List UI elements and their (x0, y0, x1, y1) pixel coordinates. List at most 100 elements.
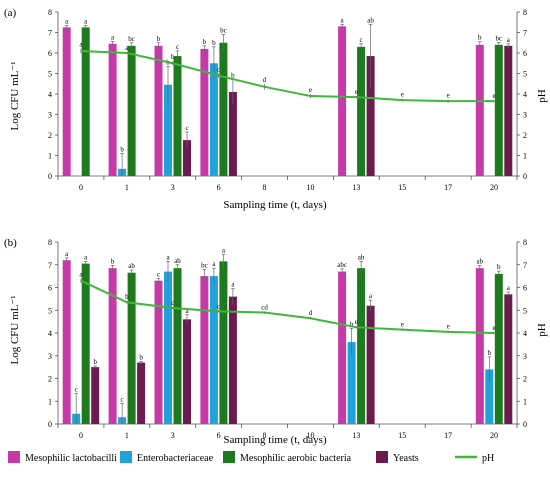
panel-a-y2-tick-label: 1 (523, 152, 527, 161)
panel-b-bar-letter: a (84, 253, 88, 261)
panel-b-xlabel: Sampling time (t, days) (223, 434, 327, 446)
panel-b-bar (347, 342, 356, 424)
panel-b-bar (475, 268, 484, 424)
panel-a-x-tick-label: 1 (125, 183, 129, 192)
panel-a-y-tick-label: 1 (48, 152, 52, 161)
panel-a-bar-letter: a (84, 17, 88, 25)
legend-swatch (120, 451, 132, 463)
panel-b-bar (81, 263, 90, 424)
panel-b-ph-letter: cd (261, 303, 268, 311)
panel-a-bar-letter: b (157, 35, 161, 43)
panel-b-ph-letter: a (79, 270, 83, 278)
panel-a-ph-letter: e (401, 91, 404, 99)
panel-a-bar-letter: c (185, 124, 188, 132)
panel-a-ph-letter: e (355, 88, 358, 96)
panel-b-y2-tick-label: 0 (523, 420, 527, 429)
panel-b-bar-letter: a (166, 253, 170, 261)
panel-b-y2-tick-label: 3 (523, 352, 527, 361)
panel-a-bar-letter: a (507, 36, 511, 44)
panel-b-bar-letter: ab (128, 262, 135, 270)
panel-a-x-tick-label: 0 (79, 183, 83, 192)
panel-a-bar (200, 48, 209, 176)
panel-b-bar-letter: b (497, 263, 501, 271)
panel-b-bar (108, 268, 117, 424)
panel-b-bar-letter: bc (201, 261, 208, 269)
panel-b-y-tick-label: 5 (48, 306, 52, 315)
panel-a-bar (127, 45, 136, 177)
panel-b-bar (173, 268, 182, 424)
legend-label: Yeasts (393, 453, 419, 464)
panel-b-ph-letter: c (217, 302, 220, 310)
panel-b-ph-letter: e (492, 324, 495, 332)
panel-b-bar-letter: c (75, 385, 78, 393)
panel-b-bar (209, 276, 218, 424)
panel-a-ph-letter: b (171, 53, 175, 61)
panel-a-y-tick-label: 0 (48, 172, 52, 181)
panel-a-ph-letter: d (263, 76, 267, 84)
legend: Mesophilic lactobacilli Enterobacteriacea… (8, 451, 494, 464)
panel-a-bar (357, 46, 366, 176)
panel-a-x-tick-label: 20 (490, 183, 498, 192)
panel-a-bar-letter: a (65, 17, 69, 25)
panel-a-x-tick-label: 3 (171, 183, 175, 192)
panel-a-y2-tick-label: 8 (523, 8, 527, 17)
panel-b-bar (200, 276, 209, 424)
panel-a-y2-tick-label: 7 (523, 29, 527, 38)
panel-a-bar-letter: b (231, 72, 235, 80)
panel-b-ph-letter: b (125, 293, 129, 301)
panel-a-y2-tick-label: 3 (523, 111, 527, 120)
panel-a-x-tick-label: 13 (352, 183, 360, 192)
panel-a-x-tick-label: 8 (263, 183, 267, 192)
panel-b-chart: (b) Log CFU mL⁻¹ pH Sampling time (t, da… (4, 237, 548, 446)
panel-b-bar (164, 271, 172, 424)
panel-a-bar (494, 44, 503, 176)
panel-a-x-tick-label: 10 (306, 183, 314, 192)
panel-a-bar-letter: b (212, 39, 216, 47)
panel-b-bar (183, 319, 191, 424)
panel-a-bar (504, 45, 513, 177)
panel-b-x-tick-label: 13 (352, 431, 360, 440)
panel-b-bar (154, 280, 163, 424)
panel-a-y-tick-label: 7 (48, 29, 52, 38)
panel-b-y2-tick-label: 1 (523, 397, 527, 406)
legend-label: Enterobacteriaceae (137, 453, 214, 464)
panel-b-label: (b) (4, 237, 17, 249)
panel-a-ylabel-left: Log CFU mL⁻¹ (9, 62, 21, 131)
panel-b-y2-tick-label: 6 (523, 284, 527, 293)
panel-a-y2-tick-label: 0 (523, 172, 527, 181)
panel-a-bar-letter: b (120, 145, 124, 153)
panel-b-bar (228, 296, 237, 424)
panel-b-y2-tick-label: 2 (523, 375, 527, 384)
panel-a-ph-letter: a (125, 44, 129, 52)
panel-b-bar-letter: c (157, 270, 160, 278)
panel-a-label: (a) (4, 7, 17, 19)
panel-b-x-tick-label: 10 (306, 431, 314, 440)
panel-a-y-tick-label: 6 (48, 49, 52, 58)
panel-a-bar-letter: b (478, 34, 482, 42)
panel-b-ph-letter: e (355, 318, 358, 326)
panel-a-bar (475, 44, 484, 176)
panel-b-ylabel-right: pH (536, 323, 548, 337)
panel-b-bar-letter: abc (337, 261, 347, 269)
panel-a-bar-letter: bc (220, 27, 227, 35)
panel-a-y2-tick-label: 4 (523, 90, 527, 99)
panel-b-bar-letter: ab (174, 257, 181, 265)
panel-b-ph-letter: c (171, 299, 174, 307)
panel-a-bar-letter: b (203, 38, 207, 46)
legend-swatch (223, 451, 235, 463)
panel-b-bar (137, 362, 146, 424)
panel-a-bar (183, 140, 191, 176)
panel-a-bar-letter: c (176, 43, 179, 51)
panel-a-bar (209, 63, 218, 176)
panel-b-ph-letter: e (447, 323, 450, 331)
panel-b-y2-tick-label: 7 (523, 261, 527, 270)
panel-a-xlabel: Sampling time (t, days) (223, 199, 327, 211)
panel-a-y2-tick-label: 2 (523, 131, 527, 140)
panel-b-bar (338, 271, 347, 424)
legend-swatch (376, 451, 388, 463)
panel-a-ylabel-right: pH (536, 89, 548, 103)
panel-b-ph-letter: d (309, 309, 313, 317)
panel-b-bar-letter: a (507, 284, 511, 292)
panel-a-x-tick-label: 15 (398, 183, 406, 192)
